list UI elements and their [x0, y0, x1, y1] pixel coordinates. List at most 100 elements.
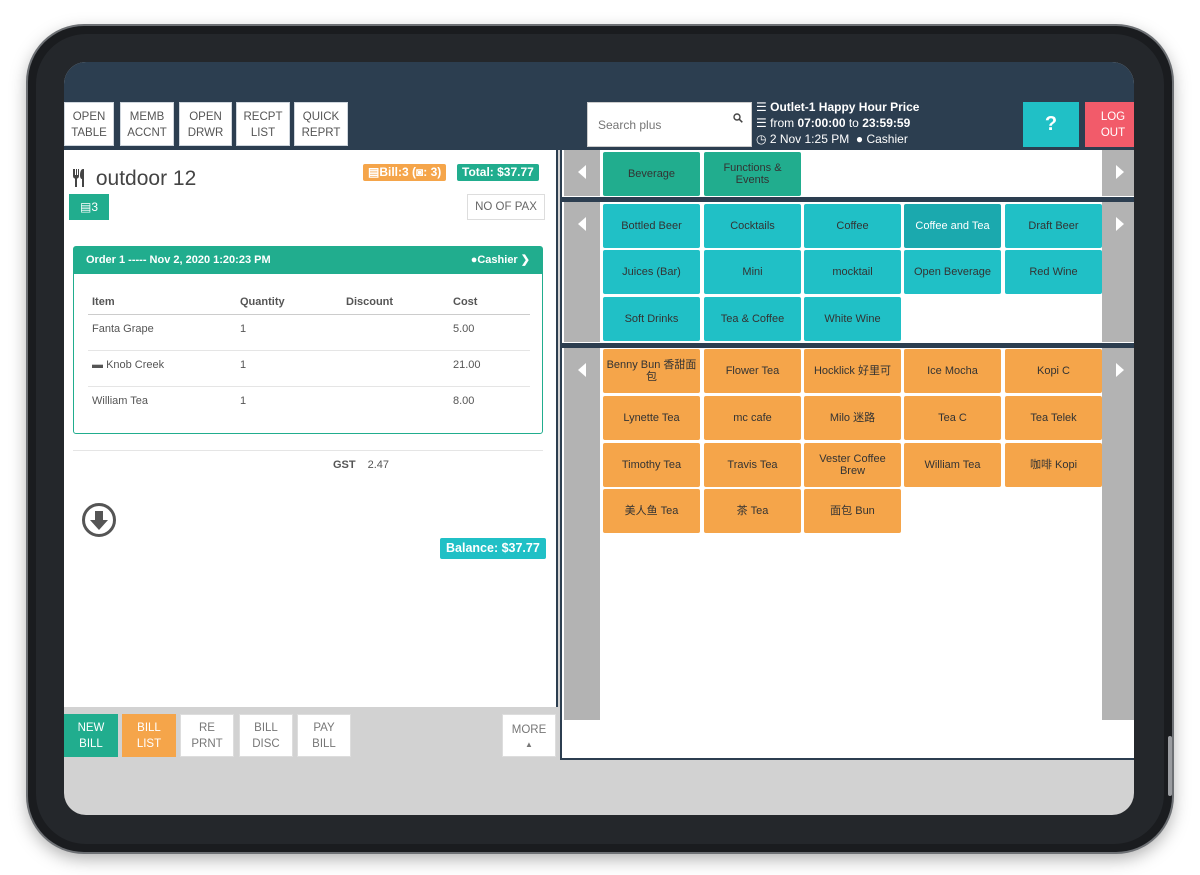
menu-item-tile[interactable]: 咖啡 Kopi: [1005, 443, 1102, 487]
arrow-right-icon: [1116, 217, 1124, 231]
menu-item-tile[interactable]: Tea C: [904, 396, 1001, 440]
menu-item-tile[interactable]: Milo 迷路: [804, 396, 901, 440]
subcategory-tile[interactable]: Coffee: [804, 204, 901, 248]
menu-item-tile[interactable]: Ice Mocha: [904, 349, 1001, 393]
bill-badge-count: : 3): [423, 165, 442, 179]
menu-item-tile[interactable]: Vester Coffee Brew: [804, 443, 901, 487]
menu-item-tile[interactable]: Travis Tea: [704, 443, 801, 487]
subcategory-tile[interactable]: Open Beverage: [904, 250, 1001, 294]
subcategory-tile[interactable]: Juices (Bar): [603, 250, 700, 294]
open-drawer-button[interactable]: OPEN DRWR: [179, 102, 232, 146]
subcategory-tile[interactable]: Red Wine: [1005, 250, 1102, 294]
menu-item-tile[interactable]: Kopi C: [1005, 349, 1102, 393]
search-box: [587, 102, 752, 147]
member-account-button[interactable]: MEMB ACCNT: [120, 102, 174, 146]
new-bill-button[interactable]: NEW BILL: [64, 714, 118, 757]
subcategory-tile[interactable]: Soft Drinks: [603, 297, 700, 341]
divider: [73, 450, 543, 451]
subcategory-tile[interactable]: Cocktails: [704, 204, 801, 248]
item-qty: 1: [240, 395, 247, 407]
button-label: PAY: [313, 722, 335, 734]
help-button[interactable]: ?: [1023, 102, 1079, 147]
category-next-arrow[interactable]: [1102, 150, 1134, 196]
button-label: LIST: [250, 127, 276, 139]
button-label: RE: [199, 722, 215, 734]
sliders-icon: ☰: [756, 100, 767, 114]
table-row[interactable]: William Tea 1 8.00: [88, 387, 530, 423]
button-label: RECPT: [243, 111, 283, 123]
chevron-right-icon: ❯: [520, 254, 530, 266]
receipt-list-button[interactable]: RECPT LIST: [236, 102, 290, 146]
button-label: OPEN: [189, 111, 222, 123]
no-of-pax-button[interactable]: NO OF PAX: [467, 194, 545, 220]
ticket-count-button[interactable]: ▤3: [69, 194, 109, 220]
from-time: 07:00:00: [797, 116, 846, 130]
button-label: BILL: [254, 722, 278, 734]
order-header[interactable]: Order 1 ----- Nov 2, 2020 1:20:23 PM ●Ca…: [74, 247, 542, 274]
table-row[interactable]: ▬ Knob Creek 1 21.00: [88, 351, 530, 387]
download-arrow-icon[interactable]: [81, 502, 117, 538]
category-prev-arrow[interactable]: [564, 150, 600, 196]
bill-panel: outdoor 12 ▤Bill:3 (◙: 3) Total: $37.77 …: [64, 150, 558, 707]
subcategory-tile[interactable]: White Wine: [804, 297, 901, 341]
pay-bill-button[interactable]: PAY BILL: [297, 714, 351, 757]
quick-report-button[interactable]: QUICK REPRT: [294, 102, 348, 146]
category-tile[interactable]: Functions & Events: [704, 152, 801, 196]
bill-icon: ▤: [368, 165, 380, 179]
menu-item-tile[interactable]: mc cafe: [704, 396, 801, 440]
briefcase-icon: ▬: [92, 359, 103, 371]
menu-item-tile[interactable]: Timothy Tea: [603, 443, 700, 487]
divider: [562, 343, 1134, 348]
menu-item-tile[interactable]: 面包 Bun: [804, 489, 901, 533]
menu-item-tile[interactable]: Hocklick 好里可: [804, 349, 901, 393]
menu-item-tile[interactable]: Flower Tea: [704, 349, 801, 393]
arrow-right-icon: [1116, 363, 1124, 377]
item-cell: ▬ Knob Creek: [92, 351, 164, 379]
subcategory-tile[interactable]: Draft Beer: [1005, 204, 1102, 248]
order-card: Order 1 ----- Nov 2, 2020 1:20:23 PM ●Ca…: [73, 246, 543, 434]
menu-item-tile[interactable]: Lynette Tea: [603, 396, 700, 440]
button-label: LOG: [1100, 111, 1126, 123]
logout-button[interactable]: LOG OUT: [1085, 102, 1134, 147]
subcategory-tile-active[interactable]: Coffee and Tea: [904, 204, 1001, 248]
items-next-arrow[interactable]: [1102, 348, 1134, 720]
category-tile[interactable]: Beverage: [603, 152, 700, 196]
subcategory-tile[interactable]: Tea & Coffee: [704, 297, 801, 341]
reprint-button[interactable]: RE PRNT: [180, 714, 234, 757]
menu-item-tile[interactable]: Benny Bun 香甜面包: [603, 349, 700, 393]
menu-item-tile[interactable]: 美人鱼 Tea: [603, 489, 700, 533]
search-icon[interactable]: [733, 113, 743, 123]
search-input[interactable]: [588, 103, 728, 146]
item-name: Knob Creek: [106, 359, 165, 371]
open-table-button[interactable]: OPEN TABLE: [64, 102, 114, 146]
subcategory-tile[interactable]: mocktail: [804, 250, 901, 294]
item-name: William Tea: [92, 395, 149, 407]
order-cashier-name: Cashier: [477, 254, 518, 266]
table-header-row: Item Quantity Discount Cost: [88, 289, 530, 315]
order-cashier[interactable]: ●Cashier ❯: [471, 247, 530, 274]
menu-item-tile[interactable]: 茶 Tea: [704, 489, 801, 533]
subcategory-next-arrow[interactable]: [1102, 202, 1134, 342]
gst-value: 2.47: [367, 459, 390, 471]
bill-list-button[interactable]: BILL LIST: [122, 714, 176, 757]
button-label: NEW: [77, 722, 105, 734]
subcategory-prev-arrow[interactable]: [564, 202, 600, 342]
arrow-left-icon: [578, 363, 586, 377]
subcategory-tile[interactable]: Mini: [704, 250, 801, 294]
menu-item-tile[interactable]: Tea Telek: [1005, 396, 1102, 440]
outlet-title: Outlet-1 Happy Hour Price: [770, 100, 920, 114]
subcategory-tile[interactable]: Bottled Beer: [603, 204, 700, 248]
item-name: Fanta Grape: [92, 323, 154, 335]
button-label: LIST: [136, 738, 162, 750]
more-button[interactable]: MORE ▲: [502, 714, 556, 757]
order-header-text: Order 1 ----- Nov 2, 2020 1:20:23 PM: [86, 254, 271, 266]
button-label: ACCNT: [127, 127, 167, 139]
bill-discount-button[interactable]: BILL DISC: [239, 714, 293, 757]
button-label: BILL: [137, 722, 161, 734]
table-title: outdoor 12: [70, 167, 196, 191]
items-prev-arrow[interactable]: [564, 348, 600, 720]
menu-item-tile[interactable]: William Tea: [904, 443, 1001, 487]
table-row[interactable]: Fanta Grape 1 5.00: [88, 315, 530, 351]
button-label: QUICK: [302, 111, 340, 123]
item-qty: 1: [240, 323, 247, 335]
